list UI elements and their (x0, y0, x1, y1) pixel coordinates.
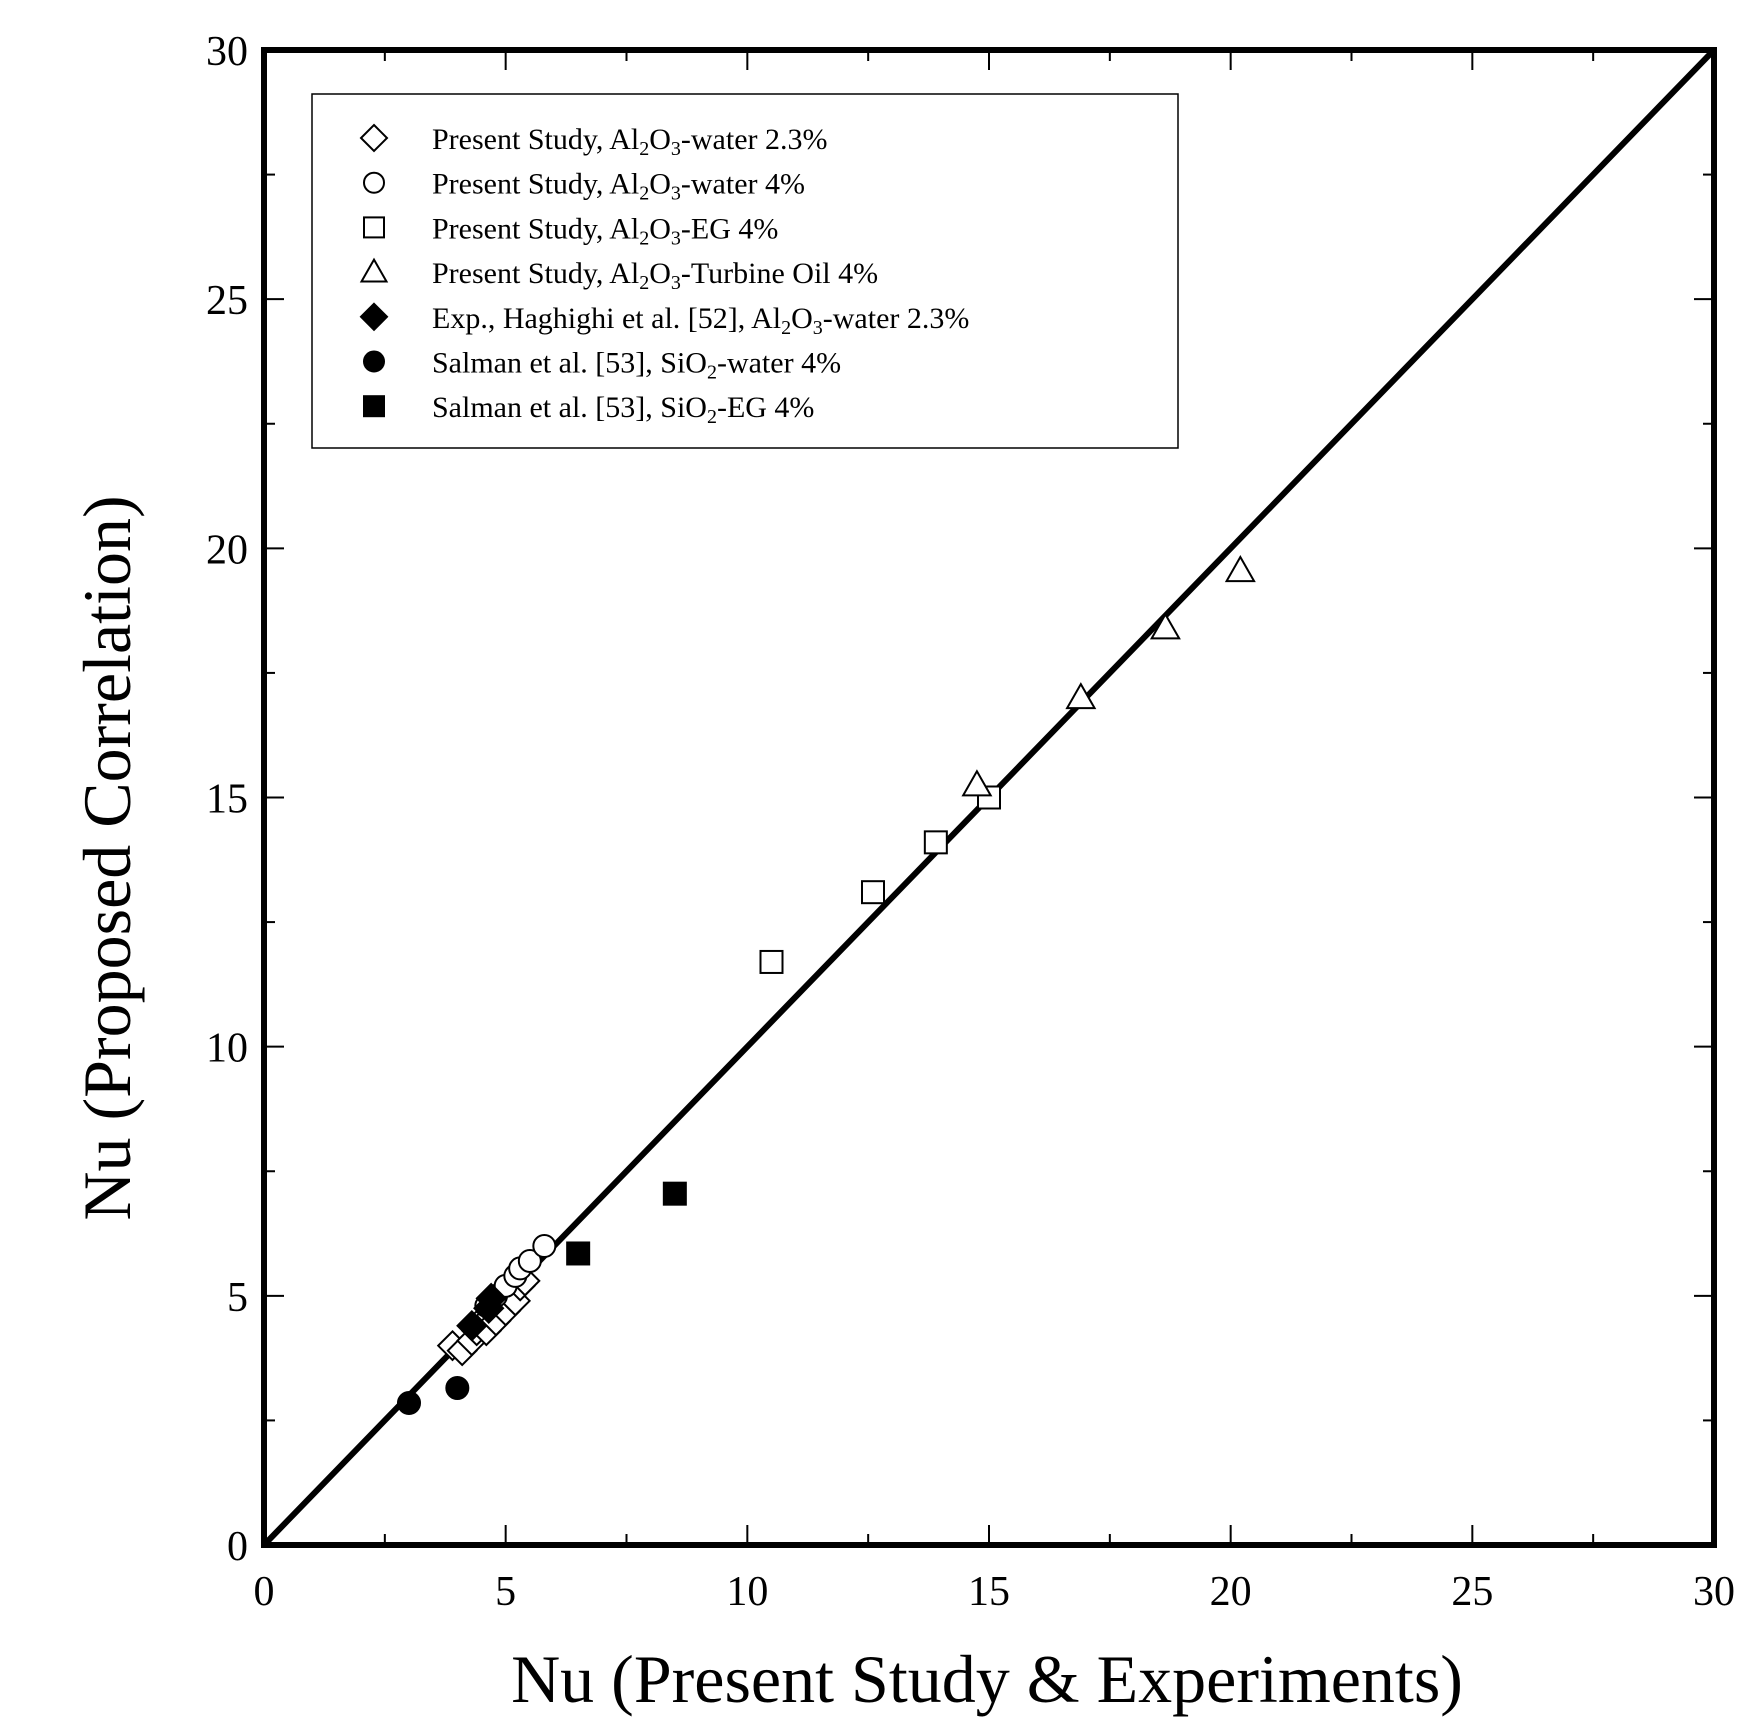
legend-subscript: 2 (781, 317, 791, 339)
legend-marker-haghighi-al2o3-water-2-3 (359, 302, 389, 332)
legend-text-part: O (649, 123, 671, 156)
y-tick-label: 30 (206, 29, 248, 75)
point-al2o3-eg-4 (759, 949, 784, 974)
y-tick-label: 25 (206, 278, 248, 324)
legend-text-part: Salman et al. [53], SiO (432, 391, 707, 424)
x-tick-label: 30 (1693, 1569, 1735, 1615)
point-al2o3-eg-4 (861, 880, 885, 905)
legend-marker-al2o3-water-4 (363, 171, 385, 194)
x-tick-label: 15 (968, 1569, 1010, 1615)
legend-label-haghighi-al2o3-water-2-3: Exp., Haghighi et al. [52], Al2O3-water … (432, 302, 969, 339)
legend-box (311, 93, 1179, 449)
y-tick-label: 15 (206, 777, 248, 823)
series-haghighi-al2o3-water-2-3 (456, 1282, 507, 1342)
series-salman-sio2-eg-4 (566, 1181, 687, 1266)
point-al2o3-water-4 (532, 1234, 557, 1258)
series-al2o3-turbine-oil-4 (961, 554, 1256, 797)
legend-text-part: Present Study, Al (432, 257, 639, 290)
legend-text-part: Present Study, Al (432, 212, 639, 245)
x-tick-label: 20 (1210, 1569, 1252, 1615)
point-al2o3-water-4 (517, 1248, 542, 1273)
x-axis-title: Nu (Present Study & Experiments) (511, 1641, 1463, 1717)
legend-subscript: 2 (707, 362, 717, 384)
legend-text-part: Present Study, Al (432, 168, 639, 201)
y-axis-title: Nu (Proposed Correlation) (69, 495, 145, 1220)
legend-subscript: 2 (639, 272, 649, 294)
legend-text-part: -EG 4% (681, 212, 778, 245)
y-tick-label: 5 (227, 1275, 248, 1321)
plot-frame (261, 47, 1717, 1548)
point-al2o3-eg-4 (923, 830, 948, 855)
x-tick-label: 10 (726, 1569, 768, 1615)
legend-subscript: 2 (639, 183, 649, 205)
legend-text-part: O (649, 212, 671, 245)
tick-labels: 0 5 10 15 20 25 30 0 5 10 15 20 25 30 (206, 29, 1735, 1615)
legend-text-part: -Turbine Oil 4% (681, 257, 878, 290)
x-tick-label: 5 (495, 1569, 516, 1615)
legend-subscript: 3 (671, 138, 681, 160)
point-al2o3-turbine-oil-4 (1224, 554, 1256, 583)
point-al2o3-turbine-oil-4 (961, 769, 993, 797)
x-tick-label: 0 (254, 1569, 275, 1615)
series-salman-sio2-water-4 (397, 1376, 470, 1415)
y-tick-label: 0 (227, 1524, 248, 1570)
data-points (397, 554, 1256, 1415)
legend-marker-salman-sio2-eg-4 (363, 395, 385, 418)
point-al2o3-turbine-oil-4 (1149, 612, 1181, 640)
point-salman-sio2-water-4 (397, 1390, 421, 1415)
point-haghighi-al2o3-water-2-3 (456, 1310, 488, 1342)
legend-text-part: O (791, 302, 813, 335)
y-tick-label: 20 (206, 527, 248, 573)
legend-text-part: -water 2.3% (823, 302, 970, 335)
legend-subscript: 2 (639, 227, 649, 249)
legend-text-part: Exp., Haghighi et al. [52], Al (432, 302, 781, 335)
legend-marker-al2o3-water-2-3 (359, 123, 389, 153)
series-al2o3-eg-4 (759, 785, 1001, 974)
point-al2o3-turbine-oil-4 (1065, 682, 1097, 710)
legend-text-part: -water 4% (717, 347, 841, 380)
legend-marker-al2o3-eg-4 (363, 216, 385, 239)
point-salman-sio2-eg-4 (566, 1241, 591, 1266)
legend-label-al2o3-water-2-3: Present Study, Al2O3-water 2.3% (432, 123, 828, 160)
legend-marker-salman-sio2-water-4 (363, 350, 385, 373)
legend-text-part: Salman et al. [53], SiO (432, 347, 707, 380)
legend-subscript: 2 (707, 406, 717, 428)
point-haghighi-al2o3-water-2-3 (475, 1282, 507, 1315)
point-salman-sio2-water-4 (445, 1376, 470, 1401)
legend-marker-al2o3-turbine-oil-4 (359, 257, 389, 283)
point-salman-sio2-eg-4 (662, 1181, 687, 1206)
legend-text-part: Present Study, Al (432, 123, 639, 156)
legend-label-salman-sio2-eg-4: Salman et al. [53], SiO2-EG 4% (432, 391, 814, 428)
x-tick-label: 25 (1451, 1569, 1493, 1615)
legend-label-salman-sio2-water-4: Salman et al. [53], SiO2-water 4% (432, 347, 841, 384)
legend-text-part: O (649, 168, 671, 201)
legend: Present Study, Al2O3-water 2.3%Present S… (311, 93, 1179, 449)
legend-label-al2o3-eg-4: Present Study, Al2O3-EG 4% (432, 212, 778, 249)
legend-text-part: O (649, 257, 671, 290)
legend-text-part: -water 2.3% (681, 123, 828, 156)
y-tick-label: 10 (206, 1026, 248, 1072)
legend-text-part: -EG 4% (717, 391, 814, 424)
legend-subscript: 3 (671, 183, 681, 205)
legend-subscript: 3 (813, 317, 823, 339)
legend-subscript: 3 (671, 272, 681, 294)
legend-text-part: -water 4% (681, 168, 805, 201)
legend-label-al2o3-water-4: Present Study, Al2O3-water 4% (432, 168, 805, 205)
legend-subscript: 3 (671, 227, 681, 249)
legend-subscript: 2 (639, 138, 649, 160)
legend-label-al2o3-turbine-oil-4: Present Study, Al2O3-Turbine Oil 4% (432, 257, 878, 294)
